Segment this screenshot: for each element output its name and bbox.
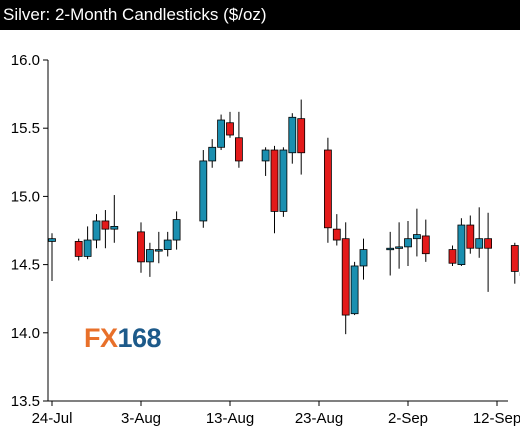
candle xyxy=(448,245,457,266)
candle-body xyxy=(74,241,83,257)
candle-body xyxy=(101,220,110,230)
logo-number: 168 xyxy=(117,323,162,353)
chart-title: Silver: 2-Month Candlesticks ($/oz) xyxy=(0,0,520,30)
candle-body xyxy=(163,239,172,250)
candle-body xyxy=(270,149,279,212)
candle xyxy=(172,211,181,250)
x-tick-label: 3-Aug xyxy=(121,410,161,427)
y-tick-label: 14.5 xyxy=(11,257,40,274)
candle xyxy=(412,208,421,257)
candle xyxy=(510,242,519,284)
candle-body xyxy=(297,118,306,154)
candle-body xyxy=(145,249,154,263)
candle xyxy=(288,113,297,164)
candle xyxy=(297,99,306,175)
candle-body xyxy=(92,220,101,241)
candle xyxy=(137,222,145,273)
candle-body xyxy=(288,116,297,154)
candle xyxy=(101,210,110,249)
candle xyxy=(92,214,101,249)
candle-body xyxy=(234,137,243,162)
candle xyxy=(145,242,154,277)
candle-body xyxy=(395,246,404,249)
x-tick-label: 23-Aug xyxy=(295,410,343,427)
y-tick-label: 15.0 xyxy=(11,188,40,205)
candle xyxy=(217,114,226,151)
candle xyxy=(270,145,279,234)
candle-body xyxy=(404,238,412,248)
candle-body xyxy=(279,149,288,212)
candle-body xyxy=(341,238,350,316)
candle-body xyxy=(359,249,368,267)
candle-body xyxy=(510,245,519,272)
y-tick-label: 15.5 xyxy=(11,120,40,137)
candle xyxy=(261,147,270,176)
candle xyxy=(341,222,350,335)
candle xyxy=(404,220,412,266)
candle xyxy=(154,231,163,264)
candle-body xyxy=(421,235,430,255)
candle xyxy=(279,147,288,217)
candle xyxy=(359,238,368,280)
candle-body xyxy=(137,231,145,263)
candle-body xyxy=(484,238,493,249)
candle xyxy=(475,207,484,258)
candle-body xyxy=(475,238,484,249)
candle-body xyxy=(48,238,56,242)
candle-body xyxy=(323,149,332,229)
candle xyxy=(110,195,119,243)
candle xyxy=(466,215,475,254)
candle xyxy=(332,214,341,246)
candle-body xyxy=(386,247,395,251)
fx168-logo: FX168 xyxy=(84,323,162,354)
candle xyxy=(163,231,172,257)
candles xyxy=(48,99,520,335)
candle-body xyxy=(199,160,208,222)
y-tick-label: 13.5 xyxy=(11,393,40,410)
candle-body xyxy=(448,249,457,264)
candle-body xyxy=(457,224,466,266)
candle-body xyxy=(261,149,270,162)
candle-body xyxy=(208,146,217,162)
candle-body xyxy=(466,224,475,249)
axes: 13.5 14.0 14.5 15.0 15.5 16.0 24-Jul 3-Aug 13-Au… xyxy=(11,52,520,427)
candle xyxy=(48,233,56,281)
x-tick-label: 12-Sep xyxy=(473,410,520,427)
candle xyxy=(226,111,234,138)
candle-body xyxy=(226,122,234,136)
candle xyxy=(484,212,493,292)
candle xyxy=(421,219,430,262)
candle xyxy=(386,231,395,276)
candle xyxy=(83,226,92,260)
candle xyxy=(457,218,466,266)
candle-body xyxy=(412,234,421,240)
candle xyxy=(234,111,243,168)
x-tick-label: 24-Jul xyxy=(32,410,73,427)
candle xyxy=(208,139,217,168)
candle-body xyxy=(83,239,92,257)
candle-body xyxy=(332,228,341,241)
candle xyxy=(350,261,359,316)
candle-body xyxy=(110,226,119,230)
candle-body xyxy=(154,249,163,252)
candle-body xyxy=(350,265,359,315)
candle-body xyxy=(172,219,181,241)
y-tick-label: 16.0 xyxy=(11,52,40,69)
candle xyxy=(323,137,332,243)
candle-body xyxy=(217,119,226,148)
candle xyxy=(395,222,404,269)
candle xyxy=(74,238,83,261)
y-tick-label: 14.0 xyxy=(11,325,40,342)
x-tick-label: 13-Aug xyxy=(206,410,254,427)
x-tick-label: 2-Sep xyxy=(388,410,428,427)
candle xyxy=(199,150,208,228)
logo-fx: FX xyxy=(84,323,118,353)
